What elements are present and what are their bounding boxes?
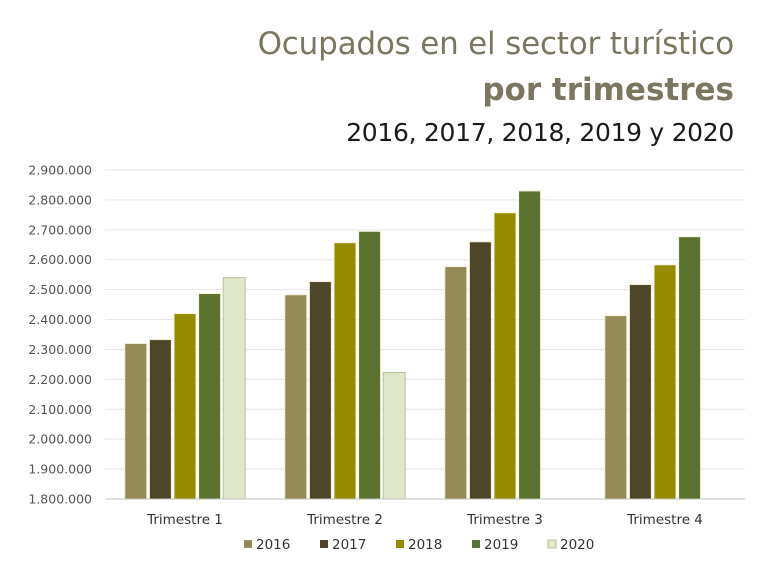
bar-2016-trimestre-1 (124, 342, 148, 500)
legend-swatch (396, 540, 404, 548)
x-category-label: Trimestre 1 (146, 512, 223, 528)
legend-swatch (320, 540, 328, 548)
bar-2017-trimestre-3 (468, 241, 492, 500)
y-tick-label: 2.300.000 (28, 342, 92, 357)
legend-item-2017: 2017 (320, 537, 366, 553)
bar-2019-trimestre-2 (358, 230, 382, 500)
y-tick-label: 2.000.000 (28, 432, 92, 447)
y-tick-label: 1.800.000 (28, 492, 92, 507)
x-category-label: Trimestre 2 (306, 512, 383, 528)
bar-2020-trimestre-2 (382, 371, 406, 500)
y-tick-label: 2.900.000 (28, 163, 92, 178)
x-axis-labels: Trimestre 1 Trimestre 2 Trimestre 3 Trimest… (146, 512, 703, 528)
legend-swatch (244, 540, 252, 548)
y-tick-label: 2.500.000 (28, 282, 92, 297)
bar-2018-trimestre-2 (333, 242, 357, 500)
legend-label: 2019 (484, 537, 518, 553)
bar-2019-trimestre-3 (518, 190, 542, 500)
bars (124, 190, 702, 500)
legend-swatch (472, 540, 480, 548)
chart-title: Ocupados en el sector turístico (257, 26, 735, 62)
y-tick-label: 2.800.000 (28, 192, 92, 207)
bar-2016-trimestre-4 (604, 315, 628, 500)
y-tick-label: 2.700.000 (28, 222, 92, 237)
x-category-label: Trimestre 3 (466, 512, 543, 528)
bar-2018-trimestre-4 (653, 264, 677, 500)
y-tick-label: 2.600.000 (28, 252, 92, 267)
x-category-label: Trimestre 4 (626, 512, 703, 528)
legend-item-2020: 2020 (547, 537, 594, 553)
legend-swatch (547, 539, 557, 549)
y-tick-label: 2.200.000 (28, 372, 92, 387)
chart-subtitle: por trimestres (482, 72, 734, 108)
bar-2017-trimestre-4 (628, 284, 652, 500)
legend-item-2019: 2019 (472, 537, 518, 553)
bar-2017-trimestre-1 (148, 339, 172, 500)
legend: 2016 2017 2018 2019 2020 (244, 537, 594, 553)
bar-2020-trimestre-1 (222, 277, 246, 500)
bar-2016-trimestre-3 (444, 266, 468, 500)
bar-2016-trimestre-2 (284, 294, 308, 500)
legend-label: 2016 (256, 537, 290, 553)
legend-item-2018: 2018 (396, 537, 442, 553)
legend-item-2016: 2016 (244, 537, 290, 553)
chart-years: 2016, 2017, 2018, 2019 y 2020 (346, 118, 734, 147)
bar-2019-trimestre-1 (198, 293, 222, 500)
bar-2017-trimestre-2 (308, 281, 332, 500)
y-tick-label: 2.400.000 (28, 312, 92, 327)
y-tick-label: 2.100.000 (28, 402, 92, 417)
legend-label: 2020 (560, 537, 594, 553)
bar-2019-trimestre-4 (678, 236, 702, 500)
bar-2018-trimestre-1 (173, 313, 197, 500)
bar-2018-trimestre-3 (493, 212, 517, 500)
legend-label: 2018 (408, 537, 442, 553)
chart-title-block: Ocupados en el sector turístico por trim… (257, 24, 735, 150)
y-axis-ticks: 1.800.000 1.900.000 2.000.000 2.100.000 2.20… (28, 163, 92, 507)
legend-label: 2017 (332, 537, 366, 553)
y-tick-label: 1.900.000 (28, 462, 92, 477)
